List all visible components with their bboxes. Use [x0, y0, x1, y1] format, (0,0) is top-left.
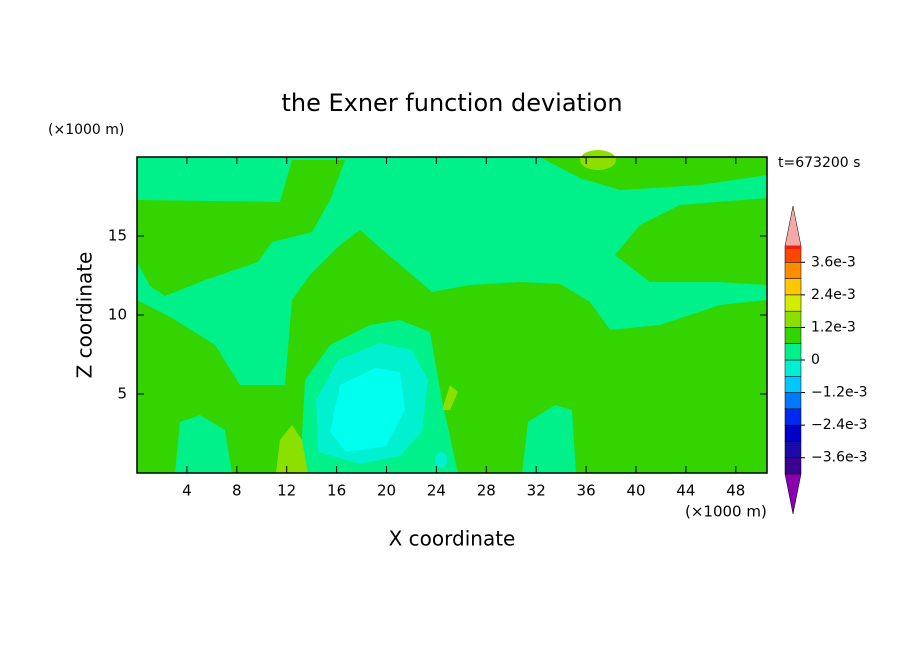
y-tick-label: 15: [108, 227, 127, 245]
colorbar-box: [784, 310, 802, 328]
x-tick-label: 28: [477, 482, 496, 500]
x-tick-label: 48: [726, 482, 745, 500]
x-tick-label: 12: [277, 482, 296, 500]
colorbar-box: [784, 262, 802, 279]
y-tick-label: 10: [108, 306, 127, 324]
x-tick-label: 24: [427, 482, 446, 500]
contour-region: [442, 385, 458, 410]
colorbar-box: [784, 376, 802, 393]
x-tick-label: 36: [577, 482, 596, 500]
colorbar-label: 0: [811, 352, 820, 368]
colorbar-label: −1.2e-3: [811, 385, 868, 401]
x-unit: (×1000 m): [685, 503, 767, 521]
contour-region: [615, 198, 767, 285]
contour-region: [137, 160, 345, 296]
time-annotation: t=673200 s: [778, 155, 860, 171]
contour-region: [522, 405, 576, 473]
chart-title: the Exner function deviation: [281, 89, 622, 117]
contour-region: [276, 425, 308, 473]
colorbar-box: [784, 408, 802, 426]
colorbar-box: [784, 343, 802, 361]
contour-region: [432, 282, 767, 473]
colorbar-box: [784, 294, 802, 312]
colorbar-top: [785, 246, 801, 249]
colorbar-under: [784, 473, 802, 515]
x-tick-label: 4: [182, 482, 192, 500]
x-tick-label: 16: [327, 482, 346, 500]
y-unit: (×1000 m): [48, 122, 124, 138]
colorbar-box: [784, 457, 802, 475]
contour-region: [435, 452, 447, 468]
colorbar-label: −3.6e-3: [811, 450, 868, 466]
colorbar-label: 1.2e-3: [811, 319, 856, 335]
y-tick-label: 5: [117, 385, 127, 403]
contour-region: [580, 150, 616, 170]
x-tick-label: 44: [676, 482, 695, 500]
x-tick-label: 8: [232, 482, 242, 500]
x-tick-label: 32: [527, 482, 546, 500]
x-tick-label: 20: [377, 482, 396, 500]
colorbar-box: [784, 278, 802, 296]
x-axis-label: X coordinate: [389, 527, 516, 551]
contour-region: [330, 368, 405, 452]
colorbar-box: [784, 424, 802, 442]
contour-region: [175, 415, 232, 473]
colorbar-box: [784, 359, 802, 377]
colorbar-box: [784, 327, 802, 344]
x-tick-label: 40: [626, 482, 645, 500]
colorbar-over: [784, 205, 802, 247]
colorbar-label: 3.6e-3: [811, 254, 856, 270]
colorbar-box: [784, 441, 802, 458]
colorbar-box: [784, 392, 802, 410]
contour-field: [137, 150, 767, 473]
colorbar-label: 2.4e-3: [811, 287, 856, 303]
y-axis-label: Z coordinate: [73, 252, 97, 379]
colorbar-label: −2.4e-3: [811, 417, 868, 433]
